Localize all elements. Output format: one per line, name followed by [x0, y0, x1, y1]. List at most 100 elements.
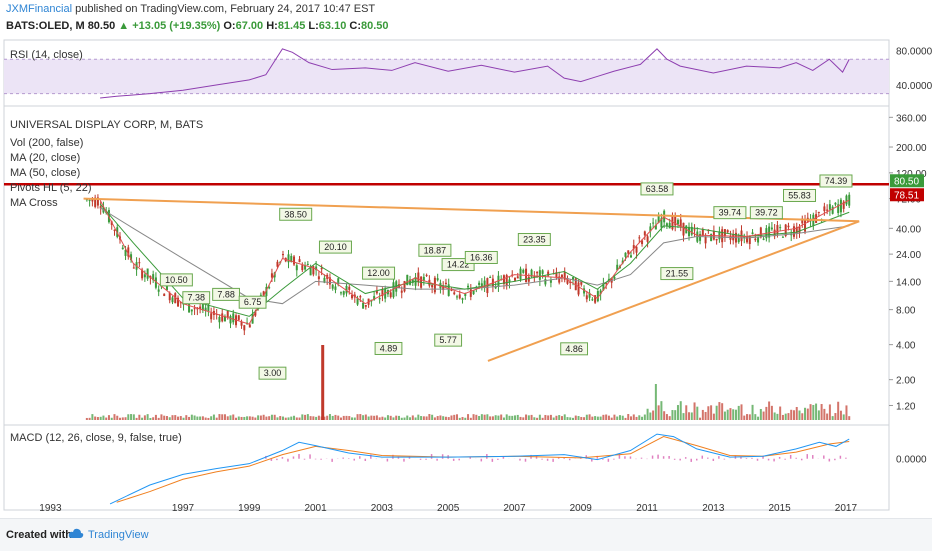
candle-body: [704, 236, 707, 244]
chart-canvas[interactable]: RSI (14, close) 80.0000 40.0000 360.00 200…: [0, 0, 932, 518]
volume-bar: [323, 416, 326, 420]
volume-spike-bar: [321, 345, 325, 420]
volume-bar: [569, 417, 572, 420]
candle-body: [188, 300, 191, 313]
candle-body: [779, 227, 782, 229]
volume-bar: [685, 405, 688, 420]
volume-bar: [660, 401, 663, 420]
candle-body: [602, 283, 605, 291]
volume-bar: [221, 414, 224, 420]
rsi-tick-label: 40.0000: [896, 81, 932, 92]
volume-bar: [367, 416, 370, 420]
volume-bar: [489, 416, 492, 420]
volume-bar: [337, 415, 340, 420]
volume-bar: [461, 416, 464, 420]
volume-bar: [428, 414, 431, 420]
volume-bar: [583, 417, 586, 420]
volume-bar: [458, 417, 461, 420]
volume-bar: [351, 417, 354, 420]
volume-bar: [792, 410, 795, 420]
pivot-label: 10.50: [165, 275, 188, 285]
volume-bar: [152, 417, 155, 420]
pivot-label: 4.86: [565, 344, 583, 354]
candle-body: [804, 219, 807, 232]
volume-bar: [809, 404, 812, 420]
volume-bar: [177, 416, 180, 420]
volume-bar: [290, 416, 293, 420]
pivot-label: 23.35: [523, 235, 546, 245]
candle-body: [342, 291, 345, 295]
volume-bar: [188, 416, 191, 420]
volume-bar: [163, 415, 166, 420]
pivot-box: [374, 341, 403, 355]
candle-body: [359, 296, 362, 298]
candle-body: [293, 256, 296, 265]
candle-body: [290, 255, 293, 262]
volume-bar: [790, 409, 793, 420]
candle-body: [627, 250, 630, 254]
candle-body: [762, 238, 765, 240]
volume-bar: [522, 417, 525, 420]
candle-body: [345, 285, 348, 294]
candle-body: [436, 278, 439, 281]
volume-bar: [552, 417, 555, 420]
volume-bar: [431, 414, 434, 420]
candle-body: [331, 284, 334, 289]
volume-bar: [193, 415, 196, 420]
candle-body: [574, 278, 577, 291]
candle-body: [588, 292, 591, 298]
volume-bar: [411, 415, 414, 420]
volume-bar: [232, 414, 235, 420]
candle-body: [792, 226, 795, 237]
resistance-tag: [890, 188, 924, 202]
candle-body: [699, 233, 702, 241]
volume-bar: [99, 416, 102, 420]
candle-body: [323, 277, 326, 283]
volume-bar: [541, 417, 544, 420]
candle-body: [425, 274, 428, 276]
time-tick-label: 2013: [702, 503, 725, 514]
volume-bar: [389, 415, 392, 420]
candle-body: [773, 229, 776, 237]
price-tick-label: 14.00: [896, 277, 921, 288]
volume-bar: [654, 384, 657, 420]
volume-bar: [533, 417, 536, 420]
time-axis: 1993 1997 1999 2001 2003 2005 2007 2009 2011 2013…: [39, 503, 857, 514]
volume-bar: [403, 417, 406, 420]
volume-bar: [464, 417, 467, 420]
pivot-label: 18.87: [424, 245, 447, 255]
volume-bar: [831, 416, 834, 420]
volume-bar: [254, 417, 257, 420]
candle-body: [320, 267, 323, 270]
volume-bar: [196, 416, 199, 420]
rsi-series-line: [100, 48, 850, 99]
volume-bar: [734, 409, 737, 420]
volume-bar: [378, 417, 381, 420]
candle-body: [392, 282, 395, 298]
volume-bar: [737, 405, 740, 420]
pivot-box: [783, 188, 817, 202]
candle-body: [530, 269, 533, 277]
candle-body: [715, 238, 718, 241]
candle-body: [113, 229, 116, 231]
volume-bar: [105, 417, 108, 420]
pivot-box: [819, 174, 853, 188]
pivot-box: [560, 342, 589, 356]
candle-body: [464, 293, 467, 297]
author-link[interactable]: JXMFinancial: [6, 3, 73, 15]
candle-body: [817, 211, 820, 213]
volume-bar: [740, 404, 743, 420]
volume-bar: [682, 413, 685, 420]
candle-body: [657, 216, 660, 223]
volume-bar: [409, 417, 412, 420]
volume-bar: [370, 415, 373, 420]
pivot-box: [418, 243, 452, 257]
volume-bar: [627, 414, 630, 420]
candle-body: [502, 275, 505, 285]
candle-body: [453, 292, 456, 295]
volume-bar: [235, 417, 238, 420]
volume-bar: [342, 415, 345, 420]
candle-body: [270, 273, 273, 278]
candle-body: [127, 247, 130, 257]
tradingview-link[interactable]: TradingView: [88, 529, 149, 541]
